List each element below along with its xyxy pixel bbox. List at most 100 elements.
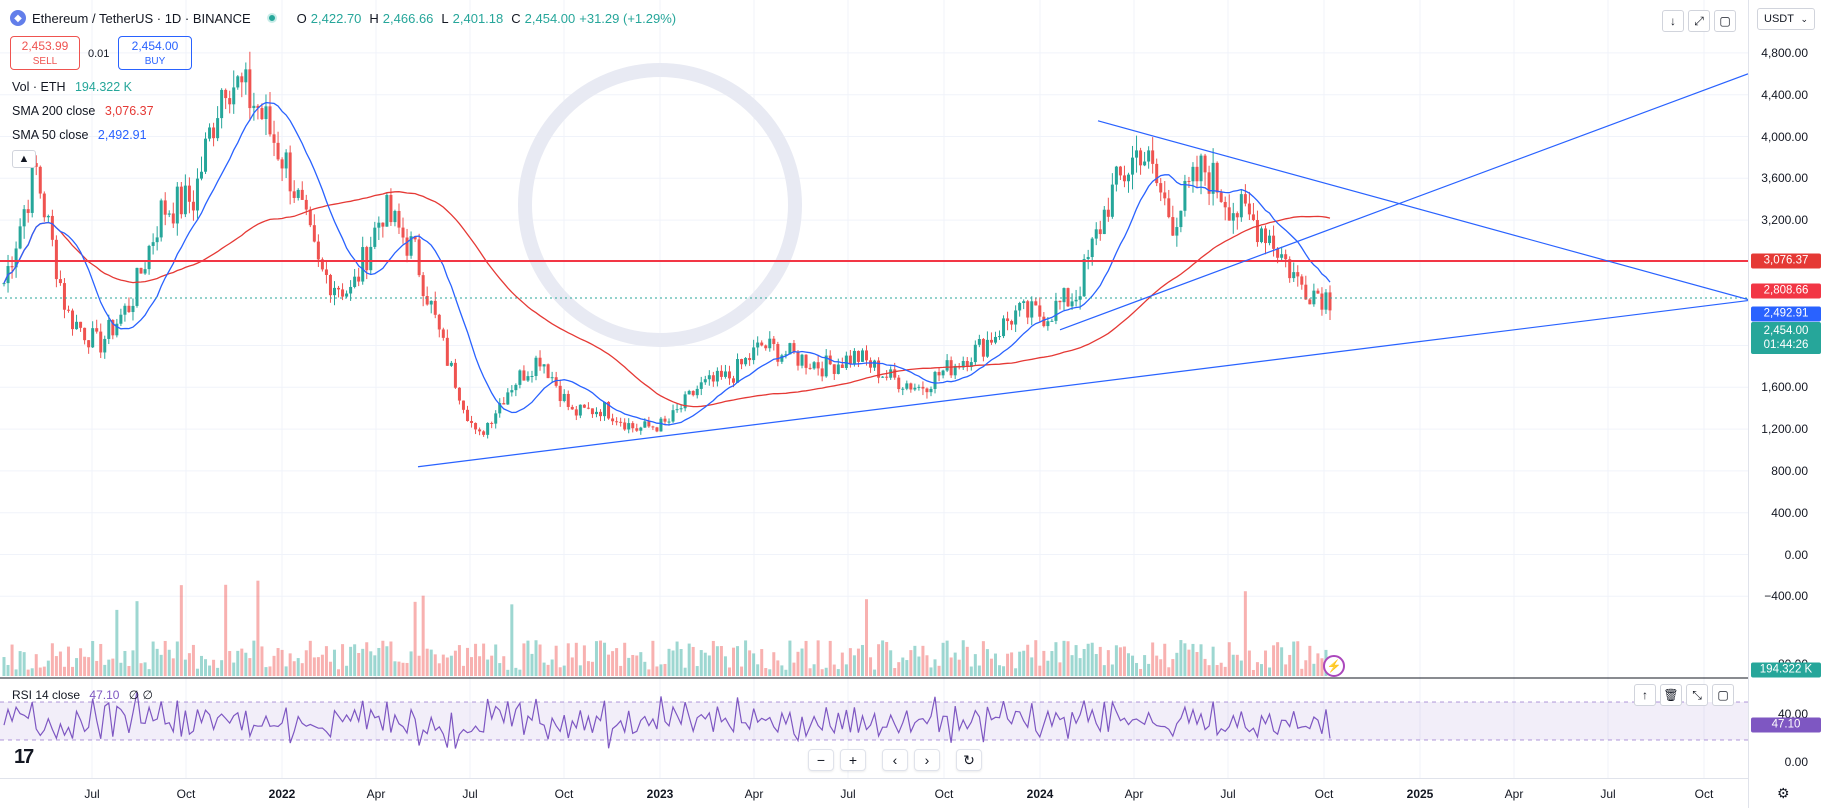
buy-button[interactable]: 2,454.00 BUY bbox=[118, 36, 192, 70]
price-axis[interactable]: USDT ⌄ 4,800.00 4,400.00 4,000.00 3,600.00 3… bbox=[1748, 0, 1822, 808]
currency-select[interactable]: USDT ⌄ bbox=[1757, 8, 1815, 30]
candle-body bbox=[607, 401, 611, 419]
zoom-in-icon[interactable]: + bbox=[840, 749, 866, 771]
ohlc-open-label: O bbox=[296, 10, 307, 26]
candle-body bbox=[1292, 272, 1296, 279]
candle-body bbox=[921, 386, 925, 389]
volume-bar bbox=[514, 667, 518, 676]
candle-body bbox=[1288, 259, 1292, 279]
candle-body bbox=[590, 408, 594, 415]
candle-body bbox=[643, 421, 647, 428]
sma50-label: SMA 50 close bbox=[12, 128, 89, 142]
volume-bar bbox=[478, 656, 482, 676]
sell-button[interactable]: 2,453.99 SELL bbox=[10, 36, 80, 70]
volume-bar bbox=[752, 653, 756, 676]
rsi-legend[interactable]: RSI 14 close 47.10 ∅ ∅ bbox=[12, 688, 153, 702]
candle-body bbox=[937, 371, 941, 376]
volume-bar bbox=[377, 647, 381, 676]
volume-bar bbox=[320, 654, 324, 676]
reset-icon[interactable]: ↻ bbox=[956, 749, 982, 771]
fullscreen-icon[interactable]: ⤢ bbox=[1688, 10, 1710, 32]
candle-body bbox=[953, 365, 957, 376]
symbol-title[interactable]: Ethereum / TetherUS · 1D · BINANCE bbox=[32, 10, 251, 26]
candle-body bbox=[369, 246, 373, 271]
candle-body bbox=[216, 118, 220, 139]
candle-body bbox=[1187, 180, 1191, 182]
volume-bar bbox=[127, 665, 131, 676]
zoom-out-icon[interactable]: − bbox=[808, 749, 834, 771]
volume-bar bbox=[30, 668, 34, 676]
volume-legend[interactable]: Vol · ETH 194.322 K bbox=[12, 80, 132, 94]
time-tick-label: 2025 bbox=[1406, 787, 1434, 801]
volume-bar bbox=[183, 659, 187, 676]
arrow-down-icon[interactable]: ↓ bbox=[1662, 10, 1684, 32]
chart-area[interactable]: ◆ Ethereum / TetherUS · 1D · BINANCE O 2… bbox=[0, 0, 1748, 808]
price-tick-label: 1,600.00 bbox=[1761, 380, 1808, 395]
price-chart[interactable] bbox=[0, 0, 1748, 778]
sma50-legend[interactable]: SMA 50 close 2,492.91 bbox=[12, 128, 147, 142]
volume-bar bbox=[1292, 641, 1296, 676]
maximize-icon[interactable]: ▢ bbox=[1712, 684, 1734, 706]
candle-body bbox=[860, 350, 864, 362]
candle-body bbox=[147, 245, 151, 270]
volume-bar bbox=[619, 665, 623, 676]
volume-bar bbox=[224, 584, 228, 676]
candle-body bbox=[1098, 229, 1102, 235]
tradingview-logo[interactable]: 17 bbox=[14, 746, 34, 768]
volume-bar bbox=[385, 646, 389, 676]
volume-bar bbox=[856, 648, 860, 676]
volume-bar bbox=[195, 668, 199, 676]
maximize-icon[interactable]: ▢ bbox=[1714, 10, 1736, 32]
candle-body bbox=[732, 378, 736, 383]
chevron-up-icon[interactable]: ▲ bbox=[12, 150, 36, 168]
candle-body bbox=[425, 296, 429, 305]
candle-body bbox=[1159, 183, 1163, 193]
candle-body bbox=[1276, 248, 1280, 258]
lightning-icon[interactable]: ⚡ bbox=[1323, 655, 1345, 677]
volume-bar bbox=[1018, 651, 1022, 676]
candle-body bbox=[1316, 290, 1320, 294]
candle-body bbox=[1203, 155, 1207, 173]
volume-bar bbox=[635, 655, 639, 676]
volume-bar bbox=[50, 643, 54, 676]
candle-body bbox=[284, 152, 288, 169]
candle-body bbox=[498, 403, 502, 414]
volume-bar bbox=[163, 640, 167, 676]
close-icon[interactable]: ⤡ bbox=[1686, 684, 1708, 706]
scroll-left-icon[interactable]: ‹ bbox=[882, 749, 908, 771]
volume-bar bbox=[756, 664, 760, 676]
trash-icon[interactable]: 🗑 bbox=[1660, 684, 1682, 706]
candle-body bbox=[703, 379, 707, 383]
volume-bar bbox=[1219, 662, 1223, 676]
volume-bar bbox=[312, 657, 316, 676]
candle-body bbox=[296, 189, 300, 198]
volume-bar bbox=[1026, 644, 1030, 676]
volume-bar bbox=[865, 599, 869, 676]
candle-body bbox=[389, 194, 393, 223]
volume-bar bbox=[949, 657, 953, 676]
candle-body bbox=[772, 338, 776, 345]
candle-body bbox=[1199, 155, 1203, 182]
candle-body bbox=[349, 286, 353, 294]
volume-bar bbox=[1030, 657, 1034, 676]
price-tick-label: 400.00 bbox=[1771, 505, 1808, 520]
candle-body bbox=[272, 134, 276, 143]
candle-body bbox=[292, 191, 296, 198]
candle-body bbox=[208, 127, 212, 139]
arrow-up-icon[interactable]: ↑ bbox=[1634, 684, 1656, 706]
volume-bar bbox=[474, 643, 478, 676]
scroll-right-icon[interactable]: › bbox=[914, 749, 940, 771]
candle-body bbox=[38, 166, 42, 194]
candle-body bbox=[409, 236, 413, 256]
volume-bar bbox=[167, 649, 171, 676]
volume-bar bbox=[748, 650, 752, 676]
price-tick-label: 4,000.00 bbox=[1761, 129, 1808, 144]
sma200-legend[interactable]: SMA 200 close 3,076.37 bbox=[12, 104, 154, 118]
volume-bar bbox=[804, 640, 808, 676]
volume-bar bbox=[889, 650, 893, 676]
gear-icon[interactable]: ⚙ bbox=[1777, 785, 1790, 801]
volume-bar bbox=[594, 641, 598, 676]
sell-label: SELL bbox=[32, 56, 58, 67]
time-axis[interactable]: Jul Oct 2022 Apr Jul Oct 2023 Apr Jul Oct 2024 Apr J… bbox=[0, 778, 1748, 808]
candle-body bbox=[1219, 192, 1223, 202]
